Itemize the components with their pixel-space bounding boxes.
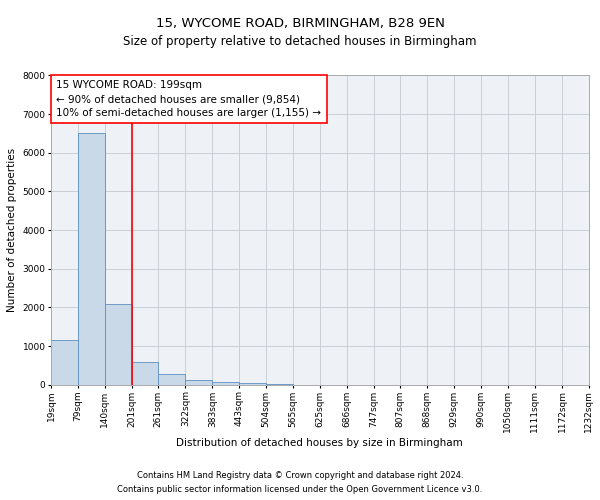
Text: 15, WYCOME ROAD, BIRMINGHAM, B28 9EN: 15, WYCOME ROAD, BIRMINGHAM, B28 9EN [155, 18, 445, 30]
Bar [212, 382, 239, 385]
X-axis label: Distribution of detached houses by size in Birmingham: Distribution of detached houses by size … [176, 438, 463, 448]
Text: Size of property relative to detached houses in Birmingham: Size of property relative to detached ho… [123, 35, 477, 48]
Text: Contains HM Land Registry data © Crown copyright and database right 2024.: Contains HM Land Registry data © Crown c… [137, 470, 463, 480]
Text: Contains public sector information licensed under the Open Government Licence v3: Contains public sector information licen… [118, 484, 482, 494]
Bar [104, 304, 132, 385]
Y-axis label: Number of detached properties: Number of detached properties [7, 148, 17, 312]
Bar [77, 134, 104, 385]
Text: 15 WYCOME ROAD: 199sqm
← 90% of detached houses are smaller (9,854)
10% of semi-: 15 WYCOME ROAD: 199sqm ← 90% of detached… [56, 80, 322, 118]
Bar [158, 374, 185, 385]
Bar [185, 380, 212, 385]
Bar [266, 384, 293, 385]
Bar [239, 383, 266, 385]
Bar [51, 340, 77, 385]
Bar [132, 362, 158, 385]
